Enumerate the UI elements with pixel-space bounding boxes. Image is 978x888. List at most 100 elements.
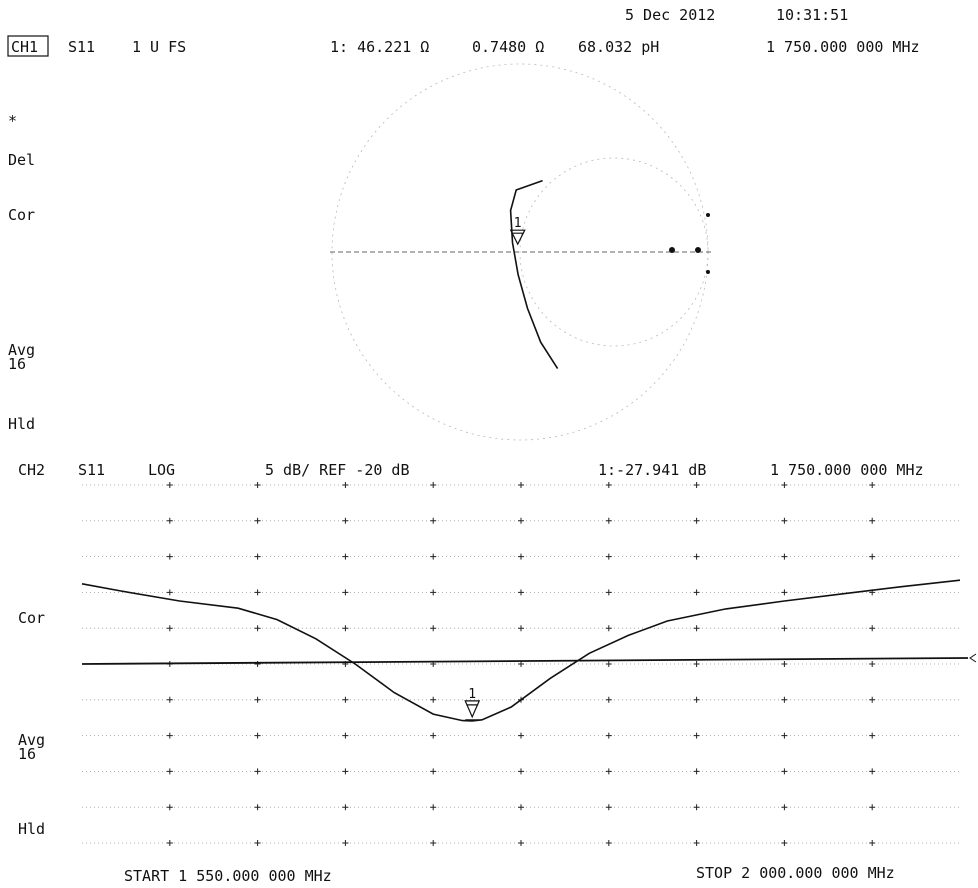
grid-crosshair [166,517,173,524]
log-grid [82,482,960,846]
ch1-marker-inductance: 68.032 pH [578,38,659,56]
grid-crosshair [254,840,261,846]
ch1-format: 1 U FS [132,38,186,56]
grid-crosshair [605,804,612,811]
grid-crosshair [342,482,349,488]
grid-crosshair [693,553,700,560]
smith-dot [706,213,710,217]
ch1-marker-frequency: 1 750.000 000 MHz [766,38,920,56]
grid-crosshair [518,732,524,739]
ch1-label: CH1 [11,38,38,56]
time-text: 10:31:51 [776,6,848,24]
grid-crosshair [254,553,261,560]
grid-crosshair [518,840,524,846]
ch1-parameter: S11 [68,38,95,56]
ch2-format: LOG [148,461,175,479]
grid-crosshair [693,661,700,667]
ch2-marker-frequency: 1 750.000 000 MHz [770,461,924,479]
grid-crosshair [518,482,524,488]
grid-crosshair [693,482,700,488]
grid-crosshair [781,840,788,846]
grid-crosshair [342,517,349,524]
grid-crosshair [781,804,788,811]
grid-crosshair [605,482,612,488]
grid-crosshair [342,768,349,775]
log-magnitude-trace [81,579,961,722]
grid-crosshair [605,589,612,596]
grid-crosshair [605,768,612,775]
grid-crosshair [342,553,349,560]
ch1-status-star: * [8,112,17,130]
grid-crosshair [605,696,612,703]
grid-crosshair [869,768,876,775]
ch1-marker-resistance: 1: 46.221 Ω [330,38,429,56]
grid-crosshair [518,625,524,632]
grid-crosshair [869,661,876,667]
grid-crosshair [869,804,876,811]
grid-crosshair [693,804,700,811]
ch1-marker-reactance: 0.7480 Ω [472,38,544,56]
ch2-scale: 5 dB/ REF -20 dB [265,461,410,479]
grid-crosshair [518,804,524,811]
log-magnitude-chart: 1 [81,482,977,846]
ch2-parameter: S11 [78,461,105,479]
grid-crosshair [605,553,612,560]
smith-chart: 1 [330,63,712,441]
grid-crosshair [781,517,788,524]
grid-crosshair [254,732,261,739]
grid-crosshair [430,840,437,846]
grid-crosshair [869,732,876,739]
ch1-status-hld: Hld [8,415,35,433]
grid-crosshair [781,482,788,488]
grid-crosshair [869,553,876,560]
grid-crosshair [693,768,700,775]
stop-frequency: STOP 2 000.000 000 MHz [696,864,895,882]
grid-crosshair [254,696,261,703]
grid-crosshair [518,553,524,560]
grid-crosshair [518,661,524,667]
grid-crosshair [605,625,612,632]
ch2-status-cor: Cor [18,609,45,627]
grid-crosshair [342,804,349,811]
grid-crosshair [781,625,788,632]
grid-crosshair [166,732,173,739]
grid-crosshair [430,804,437,811]
grid-crosshair [430,553,437,560]
grid-crosshair [166,804,173,811]
grid-crosshair [166,482,173,488]
grid-crosshair [605,517,612,524]
grid-crosshair [254,589,261,596]
grid-crosshair [254,482,261,488]
smith-trace [509,179,559,370]
grid-crosshair [430,589,437,596]
grid-crosshair [166,840,173,846]
ch1-status-avg-count: 16 [8,355,26,373]
grid-crosshair [869,517,876,524]
grid-crosshair [869,840,876,846]
smith-dot [695,247,701,253]
start-frequency: START 1 550.000 000 MHz [124,867,332,885]
grid-crosshair [430,625,437,632]
ch2-label: CH2 [18,461,45,479]
grid-crosshair [693,589,700,596]
ch1-status-del: Del [8,151,35,169]
ch1-status-cor: Cor [8,206,35,224]
reference-line [81,657,969,665]
grid-crosshair [430,482,437,488]
grid-crosshair [518,768,524,775]
grid-crosshair [166,553,173,560]
ch1-box [7,35,49,57]
grid-crosshair [693,840,700,846]
grid-crosshair [781,768,788,775]
date-text: 5 Dec 2012 [625,6,715,24]
grid-crosshair [166,589,173,596]
log-marker-1 [464,700,481,721]
grid-crosshair [430,696,437,703]
grid-crosshair [342,696,349,703]
reference-position-marker [969,653,977,663]
grid-crosshair [781,589,788,596]
grid-crosshair [518,517,524,524]
grid-crosshair [781,661,788,667]
grid-crosshair [518,589,524,596]
log-marker-label: 1 [468,687,476,702]
